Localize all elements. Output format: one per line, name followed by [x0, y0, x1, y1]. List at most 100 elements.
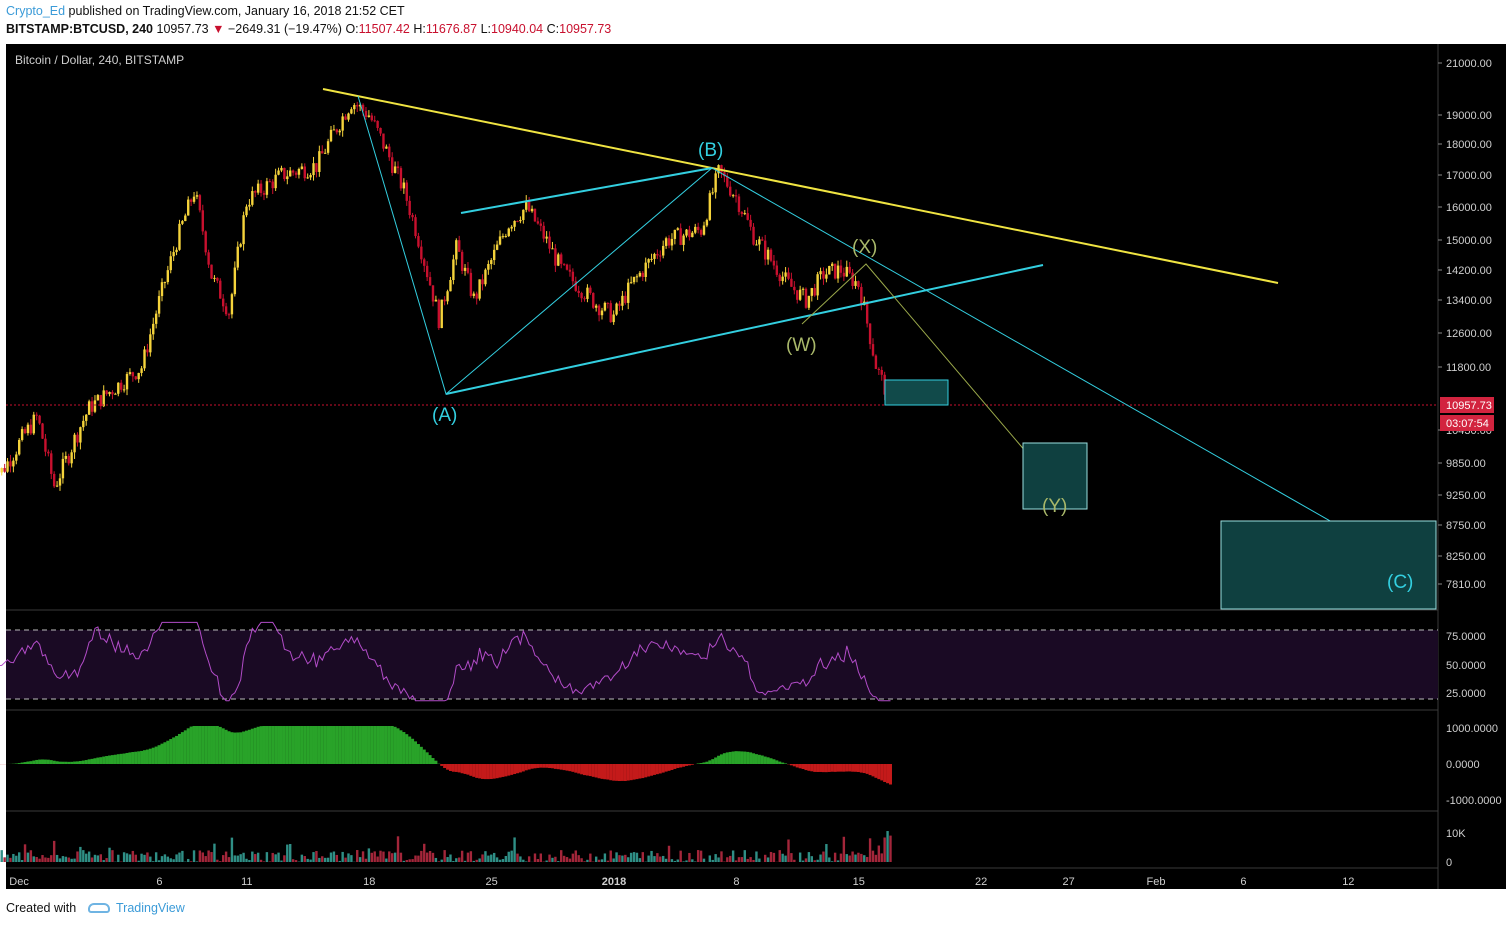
volume-bar: [510, 850, 513, 862]
macd-bar: [588, 764, 592, 777]
candle-body: [70, 452, 73, 464]
volume-bar: [504, 855, 508, 862]
volume-bar: [131, 850, 135, 862]
volume-bar: [798, 852, 802, 862]
candle-body: [530, 208, 534, 212]
candle-body: [650, 258, 653, 260]
candle-body: [498, 236, 502, 245]
candle-body: [55, 485, 59, 487]
tradingview-link[interactable]: TradingView: [88, 901, 185, 915]
candle-body: [175, 249, 178, 253]
macd-bar: [819, 764, 823, 772]
macd-bar: [183, 730, 187, 764]
macd-bar: [370, 726, 374, 764]
candle-body: [423, 259, 426, 266]
candle-body: [239, 244, 242, 247]
macd-bar: [52, 760, 56, 764]
volume-bar: [740, 857, 744, 862]
macd-bar: [116, 754, 120, 764]
ohlc-line: BITSTAMP:BTCUSD, 240 10957.73 ▼ −2649.31…: [6, 22, 611, 36]
macd-bar: [110, 755, 114, 764]
volume-bar: [883, 837, 886, 862]
upper-channel-line[interactable]: [460, 167, 713, 214]
candle-body: [140, 368, 143, 373]
volume-bar: [9, 857, 12, 862]
volume-bar: [854, 854, 857, 862]
volume-bar: [772, 852, 776, 862]
candle-body: [562, 263, 566, 265]
volume-bar: [411, 859, 414, 862]
candle-body: [466, 267, 470, 273]
macd-bar: [61, 761, 65, 764]
candle-body: [169, 256, 172, 271]
macd-bar: [119, 753, 123, 764]
volume-bar: [227, 857, 231, 862]
volume-bars: [0, 831, 892, 862]
macd-bar: [626, 764, 630, 781]
macd-bar: [212, 726, 216, 764]
candle-body: [469, 272, 473, 296]
macd-bar: [507, 764, 511, 776]
time-axis[interactable]: Dec 6 11 18 25 2018 8 15 22 27 Feb 6 12: [9, 876, 1354, 888]
macd-bar: [17, 763, 21, 764]
candle-body: [603, 302, 607, 311]
macd-bar: [862, 764, 866, 774]
volume-bar: [851, 851, 854, 862]
macd-bar: [201, 726, 205, 764]
macd-bar: [638, 764, 642, 779]
candle-body: [766, 249, 770, 260]
macd-bar: [568, 764, 572, 772]
candle-body: [259, 183, 263, 193]
macd-bar: [352, 726, 356, 764]
candle-body: [303, 166, 306, 179]
macd-bar: [326, 726, 330, 764]
candle-body: [405, 182, 408, 201]
candle-body: [857, 281, 860, 287]
candle-body: [396, 166, 400, 169]
macd-bar: [294, 726, 298, 764]
candle-body: [131, 372, 135, 377]
target-box-c[interactable]: [1220, 520, 1437, 610]
candle-body: [495, 244, 499, 250]
macd-bar: [443, 764, 447, 769]
author-link[interactable]: Crypto_Ed: [6, 4, 66, 18]
macd-bar: [874, 764, 878, 778]
macd-bar: [609, 764, 613, 781]
macd-bar: [84, 760, 88, 764]
candle-body: [839, 265, 843, 273]
candle-body: [428, 277, 432, 286]
target-box-1[interactable]: [884, 379, 949, 406]
macd-bar: [577, 764, 581, 774]
candle-body: [370, 115, 373, 121]
volume-bar: [192, 850, 196, 862]
macd-bar: [454, 764, 458, 772]
macd-bar: [466, 764, 470, 775]
volume-bar: [545, 860, 548, 862]
abc-wave-path[interactable]: [357, 95, 1403, 563]
candle-body: [463, 267, 467, 271]
candle-body: [755, 244, 758, 246]
candle-body: [525, 201, 528, 210]
candle-body: [664, 238, 668, 246]
macd-bar: [839, 764, 843, 772]
volume-bar: [656, 853, 659, 862]
volume-bar: [251, 851, 254, 862]
price-axis[interactable]: 21000.00 19000.00 18000.00 17000.00 16000.00…: [1438, 58, 1492, 591]
target-box-y[interactable]: [1022, 442, 1088, 510]
volume-bar: [487, 855, 490, 862]
volume-bar: [720, 851, 723, 862]
chart-canvas[interactable]: Bitcoin / Dollar, 240, BITSTAMP (A) (B) …: [0, 44, 1512, 892]
resistance-trendline[interactable]: [322, 88, 1279, 284]
volume-bar: [332, 851, 336, 862]
macd-bar: [87, 759, 91, 764]
macd-bar: [854, 764, 858, 772]
volume-bar: [522, 859, 525, 862]
macd-bar: [274, 726, 278, 764]
lower-channel-line[interactable]: [445, 264, 1044, 395]
volume-bar: [865, 856, 869, 862]
macd-bar: [615, 764, 619, 781]
candle-body: [271, 181, 274, 189]
candle-body: [434, 299, 438, 302]
wxy-wave-path[interactable]: [801, 263, 1056, 487]
candle-body: [516, 220, 519, 222]
